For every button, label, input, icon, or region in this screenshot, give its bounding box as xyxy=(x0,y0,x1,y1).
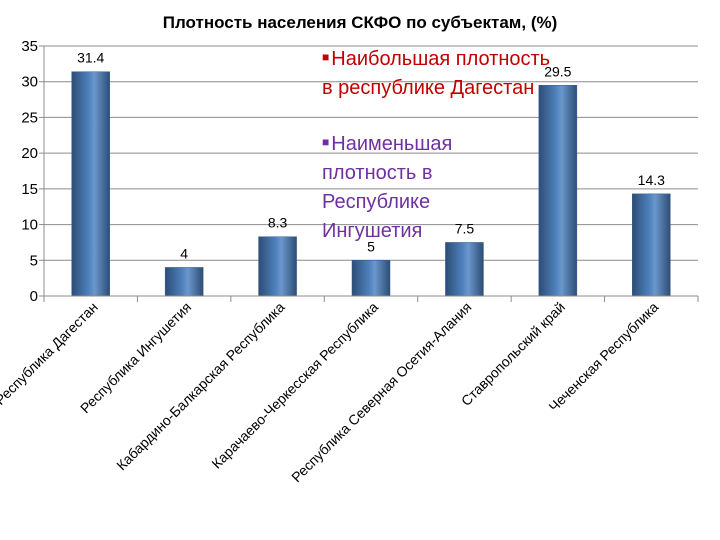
y-tick-label: 30 xyxy=(21,74,38,91)
y-tick-label: 15 xyxy=(21,181,38,198)
y-tick-label: 0 xyxy=(30,288,38,305)
data-labels: 31.4 4 8.3 5 7.5 29.5 14.3 xyxy=(77,50,665,262)
bar xyxy=(258,236,297,297)
bar xyxy=(71,71,110,297)
annotation-min-text: Наименьшая плотность в Республике Ингуше… xyxy=(322,133,453,242)
category-label: Ставропольский край xyxy=(458,299,568,409)
y-tick-label: 5 xyxy=(30,252,38,269)
category-label: Кабардино-Балкарская Республика xyxy=(113,299,288,474)
category-label: Республика Северная Осетия-Алания xyxy=(288,299,474,485)
y-tick-label: 20 xyxy=(21,145,38,162)
bullet-icon: ■ xyxy=(322,50,330,64)
bar xyxy=(351,260,391,297)
annotation-max-density: ■ Наибольшая плотность в республике Дагес… xyxy=(322,43,562,103)
data-label: 14.3 xyxy=(638,172,665,188)
data-label: 7.5 xyxy=(455,220,475,236)
data-label: 8.3 xyxy=(268,215,288,231)
data-label: 31.4 xyxy=(77,50,104,66)
data-label: 5 xyxy=(367,238,375,254)
y-tick-label: 35 xyxy=(21,38,38,55)
bullet-icon: ■ xyxy=(322,135,330,149)
chart-title: Плотность населения СКФО по субъектам, (… xyxy=(163,13,558,32)
annotation-max-text: Наибольшая плотность в республике Дагест… xyxy=(322,48,551,99)
bar xyxy=(632,193,671,297)
category-label: Карачаево-Черкесская Республика xyxy=(208,299,381,472)
y-tick-label: 25 xyxy=(21,109,38,126)
bar xyxy=(445,242,484,297)
y-axis-ticks: 0 5 10 15 20 25 30 35 xyxy=(21,38,44,305)
bar xyxy=(538,85,578,297)
category-label: Республика Дагестан xyxy=(0,299,101,408)
annotation-min-density: ■ Наименьшая плотность в Республике Ингуш… xyxy=(322,128,512,246)
data-label: 4 xyxy=(180,245,188,261)
x-axis xyxy=(43,46,699,302)
bar xyxy=(164,267,204,297)
data-label: 29.5 xyxy=(544,63,571,79)
bars xyxy=(71,71,671,297)
category-label: Чеченская Республика xyxy=(545,299,661,415)
y-tick-label: 10 xyxy=(21,217,38,234)
